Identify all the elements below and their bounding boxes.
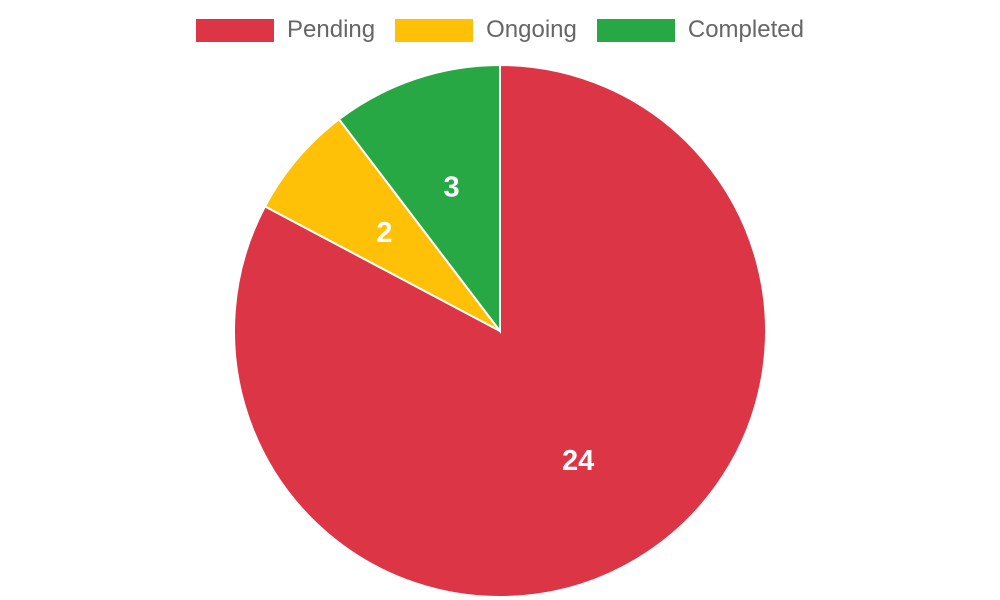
pie-slice-ongoing[interactable] xyxy=(263,117,501,332)
legend-item-ongoing[interactable]: Ongoing xyxy=(395,16,577,44)
legend-label-ongoing: Ongoing xyxy=(486,16,577,43)
pie-slice-completed[interactable] xyxy=(337,63,501,334)
legend-swatch-ongoing xyxy=(395,18,474,42)
pie-data-labels: 24 2 3 xyxy=(376,171,594,477)
legend-label-completed: Completed xyxy=(687,16,804,43)
chart-legend: Pending Ongoing Completed xyxy=(0,16,1000,44)
data-label-completed: 3 xyxy=(444,171,460,203)
data-label-ongoing: 2 xyxy=(376,217,392,249)
legend-item-pending[interactable]: Pending xyxy=(196,16,375,44)
legend-item-completed[interactable]: Completed xyxy=(596,16,804,44)
legend-label-pending: Pending xyxy=(287,16,376,43)
data-label-pending: 24 xyxy=(562,445,594,477)
legend-swatch-pending xyxy=(196,18,275,42)
legend-swatch-completed xyxy=(596,18,675,42)
pie-slices xyxy=(233,63,767,598)
